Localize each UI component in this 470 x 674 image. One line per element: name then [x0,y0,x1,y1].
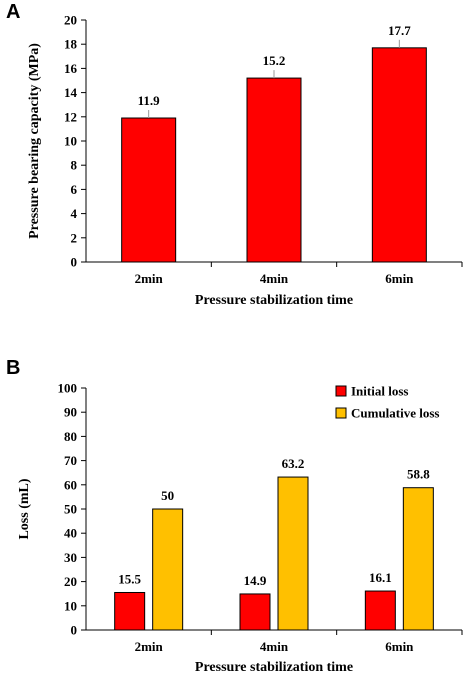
y-tick-label: 30 [64,550,77,565]
y-tick-label: 10 [64,134,77,149]
y-tick-label: 2 [71,230,78,245]
data-label: 16.1 [369,570,392,585]
y-tick-label: 12 [64,109,77,124]
y-tick-label: 70 [64,453,77,468]
y-tick-label: 8 [71,158,78,173]
data-label: 11.9 [138,93,161,108]
data-label: 58.8 [407,467,430,482]
panel-a-letter: A [6,1,20,23]
y-tick-label: 40 [64,526,77,541]
x-category-label: 2min [135,271,164,286]
panel-a: A 0 2 4 6 8 10 12 14 16 18 20 2min 4min 6min 11.9 15.2 1… [6,1,463,308]
x-category-label: 6min [385,639,414,654]
bar [277,476,309,631]
y-tick-label: 60 [64,477,77,492]
y-tick-label: 14 [64,85,78,100]
y-tick-label: 80 [64,429,77,444]
y-axis-title: Pressure bearing capacity (MPa) [27,43,42,239]
legend-swatch [335,407,347,419]
panel-b: B 0 10 20 30 40 50 60 70 80 90 100 2min 4min 6min 15.5… [6,357,463,674]
legend-label: Cumulative loss [351,406,439,421]
bar [239,593,271,631]
data-label: 14.9 [244,573,267,588]
bar [152,508,184,631]
y-axis-title: Loss (mL) [17,478,32,539]
data-label: 63.2 [282,456,305,471]
y-tick-label: 10 [64,598,77,613]
y-tick-label: 0 [71,255,78,270]
legend-label: Initial loss [351,384,408,399]
x-axis-title: Pressure stabilization time [195,293,353,308]
bar [364,590,396,631]
x-category-label: 2min [135,639,164,654]
y-tick-label: 16 [64,61,78,76]
bar [114,591,146,631]
bar [121,117,177,263]
x-axis-title: Pressure stabilization time [195,660,353,674]
y-tick-label: 0 [71,623,78,638]
y-tick-label: 6 [71,182,78,197]
bar [246,77,302,263]
data-label: 15.5 [118,571,141,586]
y-tick-label: 50 [64,502,77,517]
y-tick-label: 20 [64,13,77,28]
data-label: 50 [161,488,174,503]
x-category-label: 4min [260,271,289,286]
panel-b-letter: B [6,357,20,379]
legend-swatch [335,385,347,397]
data-label: 15.2 [263,53,286,68]
data-label: 17.7 [388,23,411,38]
y-tick-label: 4 [71,206,78,221]
y-tick-label: 20 [64,574,77,589]
x-category-label: 6min [385,271,414,286]
bar [402,487,434,631]
x-category-label: 4min [260,639,289,654]
y-tick-label: 90 [64,405,77,420]
bar [371,47,427,263]
y-tick-label: 100 [58,381,78,396]
y-tick-label: 18 [64,37,78,52]
